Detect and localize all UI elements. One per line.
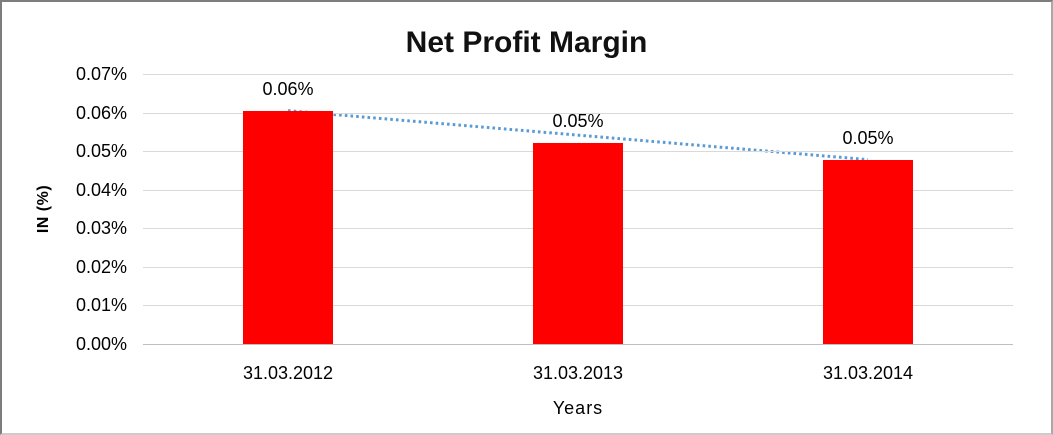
x-axis-tick-label: 31.03.2013 [532,363,624,383]
y-axis-tick-label: 0.05% [75,141,127,162]
y-axis-tick-label: 0.00% [75,334,127,354]
gridline [143,74,1013,75]
y-axis-tick-label: 0.02% [75,256,127,277]
x-axis-title: Years [552,398,604,418]
y-axis-tick-label: 0.04% [75,179,127,200]
y-axis-tick-label: 0.03% [75,218,127,239]
data-label: 0.05% [842,127,894,148]
y-axis-tick-label: 0.06% [75,102,127,123]
x-axis-tick-label: 31.03.2012 [242,363,334,383]
data-label: 0.06% [262,78,314,99]
data-label: 0.05% [552,110,604,131]
gridline [143,112,1013,114]
x-axis-tick-label: 31.03.2014 [822,363,914,383]
bar-31.03.2014 [823,159,913,344]
x-axis-line [143,344,1013,345]
y-axis-tick-label: 0.07% [75,64,127,84]
bar-31.03.2012 [243,110,333,344]
bar-31.03.2013 [533,142,623,344]
y-axis-tick-label: 0.01% [75,295,127,316]
y-axis-title: IN (%) [35,184,52,234]
chart-title: Net Profit Margin [405,26,648,59]
